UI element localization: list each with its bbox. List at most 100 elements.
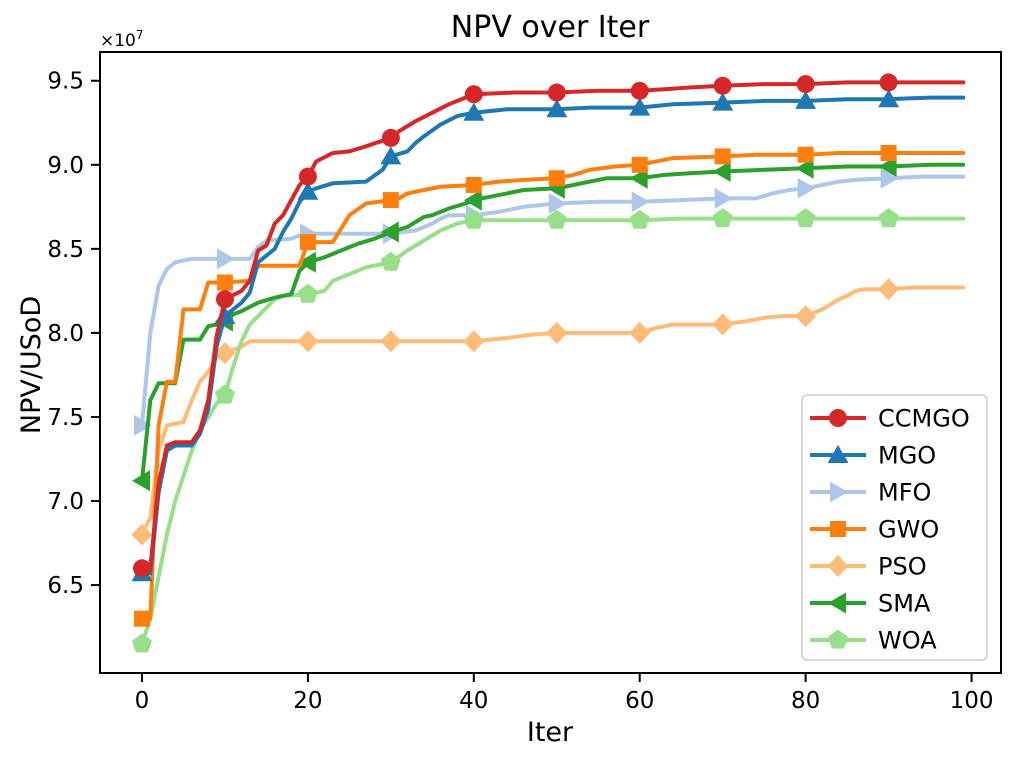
WOA-marker: [463, 209, 484, 229]
SMA-marker: [795, 157, 814, 179]
GWO-marker: [133, 610, 150, 627]
MGO-marker: [463, 102, 485, 121]
legend-label-PSO: PSO: [878, 553, 927, 581]
PSO-marker: [297, 330, 319, 353]
legend-item-MFO: MFO: [810, 479, 931, 507]
WOA-marker: [380, 251, 401, 271]
legend-item-CCMGO: CCMGO: [810, 405, 970, 433]
legend: CCMGO MGO MFO GWO PSO SMA WOA: [801, 394, 988, 661]
y-tick-label: 6.5: [47, 573, 84, 599]
GWO-marker: [216, 274, 233, 291]
x-tick-label: 40: [459, 688, 488, 714]
PSO-marker: [712, 313, 734, 336]
SMA-marker: [380, 221, 399, 243]
legend-CCMGO-marker-icon: [829, 409, 847, 427]
legend-label-MFO: MFO: [878, 479, 931, 507]
WOA-marker: [629, 209, 650, 229]
PSO-marker: [878, 278, 900, 301]
MFO-marker: [134, 414, 152, 436]
y-tick-label: 8.5: [47, 237, 84, 263]
MGO-marker: [712, 92, 734, 111]
y-tick-label: 7.5: [47, 405, 84, 431]
y-axis-offset-text: ×107: [100, 28, 144, 51]
CCMGO-marker: [132, 559, 151, 578]
legend-item-GWO: GWO: [810, 516, 939, 544]
legend-MGO-marker-icon: [827, 445, 849, 463]
y-axis-label: NPV/USoD: [16, 296, 47, 434]
MGO-marker: [795, 90, 817, 109]
x-axis-label: Iter: [527, 717, 574, 748]
GWO-marker: [797, 146, 814, 163]
CCMGO-marker: [547, 83, 566, 102]
MFO-marker: [714, 187, 733, 209]
GWO-marker: [714, 148, 731, 165]
PSO-marker: [214, 342, 236, 365]
axis-ticks: 0 20 40 60 80 100 6.5 7.0 7.5 8.0 8.5 9.0 9.5: [47, 69, 993, 714]
MFO-marker: [216, 248, 235, 270]
CCMGO-marker: [215, 290, 234, 309]
legend-MFO-marker-icon: [830, 481, 848, 503]
legend-item-MGO: MGO: [810, 442, 936, 470]
PSO-marker: [131, 523, 153, 546]
SMA-marker: [297, 251, 316, 273]
legend-PSO-marker-icon: [827, 555, 849, 577]
y-tick-label: 9.5: [47, 69, 84, 95]
legend-item-PSO: PSO: [810, 553, 927, 581]
x-tick-label: 60: [625, 688, 654, 714]
MFO-marker: [631, 191, 650, 213]
legend-label-SMA: SMA: [878, 590, 931, 618]
legend-item-SMA: SMA: [810, 590, 931, 618]
MGO-marker: [297, 181, 319, 200]
GWO-marker: [631, 156, 648, 173]
legend-box: [801, 394, 988, 661]
MFO-marker: [548, 193, 567, 214]
WOA-marker: [712, 208, 733, 228]
MGO-marker: [629, 97, 651, 116]
x-tick-label: 100: [950, 688, 994, 714]
series-CCMGO-line: [140, 80, 966, 571]
x-tick-label: 20: [293, 688, 322, 714]
CCMGO-marker: [796, 75, 815, 94]
GWO-marker: [382, 192, 399, 209]
SMA-marker: [629, 167, 648, 189]
legend-label-WOA: WOA: [878, 627, 937, 655]
legend-label-GWO: GWO: [878, 516, 939, 544]
CCMGO-marker: [630, 81, 649, 100]
CCMGO-marker: [879, 73, 898, 92]
series-CCMGO: [132, 73, 966, 578]
GWO-marker: [465, 176, 482, 193]
series-WOA: [132, 208, 966, 653]
MFO-marker: [880, 167, 899, 189]
legend-label-MGO: MGO: [878, 442, 936, 470]
MFO-marker: [797, 177, 816, 199]
y-tick-label: 8.0: [47, 321, 84, 347]
PSO-marker: [463, 330, 485, 353]
legend-item-WOA: WOA: [810, 627, 937, 655]
SMA-marker: [463, 189, 482, 211]
axes-frame: [99, 51, 1002, 674]
WOA-marker: [795, 208, 816, 228]
WOA-marker: [878, 208, 899, 228]
y-tick-label: 7.0: [47, 489, 84, 515]
chart-title: NPV over Iter: [451, 10, 650, 45]
SMA-marker: [712, 161, 731, 182]
series-PSO: [131, 278, 966, 546]
MGO-marker: [380, 146, 402, 165]
GWO-marker: [548, 170, 565, 187]
SMA-marker: [878, 156, 897, 177]
series-GWO-line: [140, 151, 966, 621]
x-tick-label: 0: [135, 688, 150, 714]
SMA-marker: [132, 470, 150, 492]
WOA-marker: [546, 209, 567, 229]
legend-WOA-marker-icon: [828, 629, 848, 649]
PSO-marker: [629, 321, 651, 344]
MGO-marker: [878, 89, 900, 108]
legend-GWO-marker-icon: [830, 521, 846, 537]
series-GWO: [133, 145, 966, 627]
GWO-marker: [299, 234, 316, 251]
y-tick-label: 9.0: [47, 153, 84, 179]
PSO-marker: [380, 330, 402, 353]
CCMGO-marker: [464, 85, 483, 104]
